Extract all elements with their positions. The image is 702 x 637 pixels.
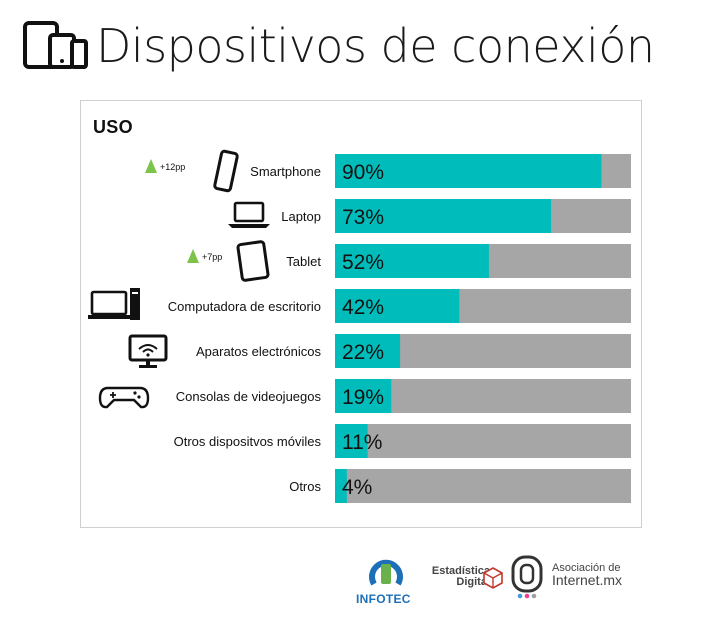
cube-icon	[483, 567, 503, 589]
bar-value-label: 42%	[342, 296, 384, 319]
digital-label: Digital	[456, 576, 490, 588]
bar-value	[335, 424, 368, 458]
devices-icon	[23, 21, 88, 69]
page-title: Dispositivos de conexión	[96, 19, 655, 73]
delta-annotation: +12pp	[145, 159, 185, 173]
infotec-label: INFOTEC	[356, 592, 411, 606]
bar-row: 73% Laptop	[228, 199, 631, 233]
smartphone-icon	[213, 149, 239, 193]
bar-value-label: 4%	[342, 476, 372, 499]
bar-row: 90% Smartphone	[213, 149, 631, 193]
bar-value	[335, 469, 347, 503]
up-triangle-icon	[187, 249, 199, 263]
bar-value	[335, 244, 489, 278]
delta-annotation: +7pp	[187, 249, 222, 263]
category-label: Laptop	[281, 209, 321, 224]
bar-remainder	[335, 424, 631, 458]
category-label: Tablet	[286, 254, 321, 269]
infotec-logo	[369, 559, 403, 586]
category-label: Smartphone	[250, 164, 321, 179]
bar-row: 4% Otros	[289, 469, 631, 503]
tablet-icon	[236, 240, 270, 282]
bar-value	[335, 334, 401, 368]
estadistica-label: Estadística	[431, 565, 490, 577]
category-label: Consolas de videojuegos	[176, 389, 322, 404]
bar-value	[335, 154, 602, 188]
bar-remainder	[335, 469, 631, 503]
bar-row: 22% Aparatos electrónicos	[128, 334, 631, 368]
bar-row: 11% Otros dispositvos móviles	[174, 424, 631, 458]
bar-value	[335, 199, 552, 233]
bar-row: 52% Tablet	[236, 240, 631, 282]
gamepad-icon	[98, 386, 150, 409]
category-label: Otros dispositvos móviles	[174, 434, 322, 449]
footer-logos: INFOTEC Estadística Digital Asociación d…	[356, 548, 646, 608]
delta-label: +7pp	[202, 252, 222, 262]
asociacion-logo	[511, 555, 543, 599]
delta-label: +12pp	[160, 162, 185, 172]
bar-row: 42% Computadora de escritorio	[88, 288, 631, 323]
asociacion-line2: Internet.mx	[552, 572, 623, 588]
bar-value-label: 19%	[342, 386, 384, 409]
section-label: USO	[93, 117, 133, 137]
tv-icon	[128, 334, 168, 368]
bar-value	[335, 379, 392, 413]
bar-value-label: 52%	[342, 251, 384, 274]
asociacion-label: Asociación de Internet.mx	[552, 562, 622, 588]
bar-value-label: 11%	[342, 431, 382, 454]
bar-value-label: 90%	[342, 161, 384, 184]
estadistica-digital-logo: Estadística Digital	[418, 566, 490, 588]
header: Dispositivos de conexión	[22, 14, 655, 78]
desktop-computer-icon	[88, 288, 140, 320]
category-label: Aparatos electrónicos	[196, 344, 322, 359]
usage-bar-chart: 90% Smartphone 73% Laptop 52% Tablet 42% Comput…	[88, 149, 631, 503]
asociacion-line1: Asociación de	[552, 562, 621, 574]
up-triangle-icon	[145, 159, 157, 173]
bar-row: 19% Consolas de videojuegos	[98, 379, 631, 413]
laptop-icon	[228, 201, 270, 228]
bar-value-label: 22%	[342, 341, 384, 364]
bar-value-label: 73%	[342, 206, 384, 229]
category-label: Computadora de escritorio	[168, 299, 321, 314]
bar-value	[335, 289, 460, 323]
chart-panel: USO 90% Smartphone 73% Laptop 52% Tablet 42% Co…	[80, 100, 642, 528]
category-label: Otros	[289, 479, 321, 494]
